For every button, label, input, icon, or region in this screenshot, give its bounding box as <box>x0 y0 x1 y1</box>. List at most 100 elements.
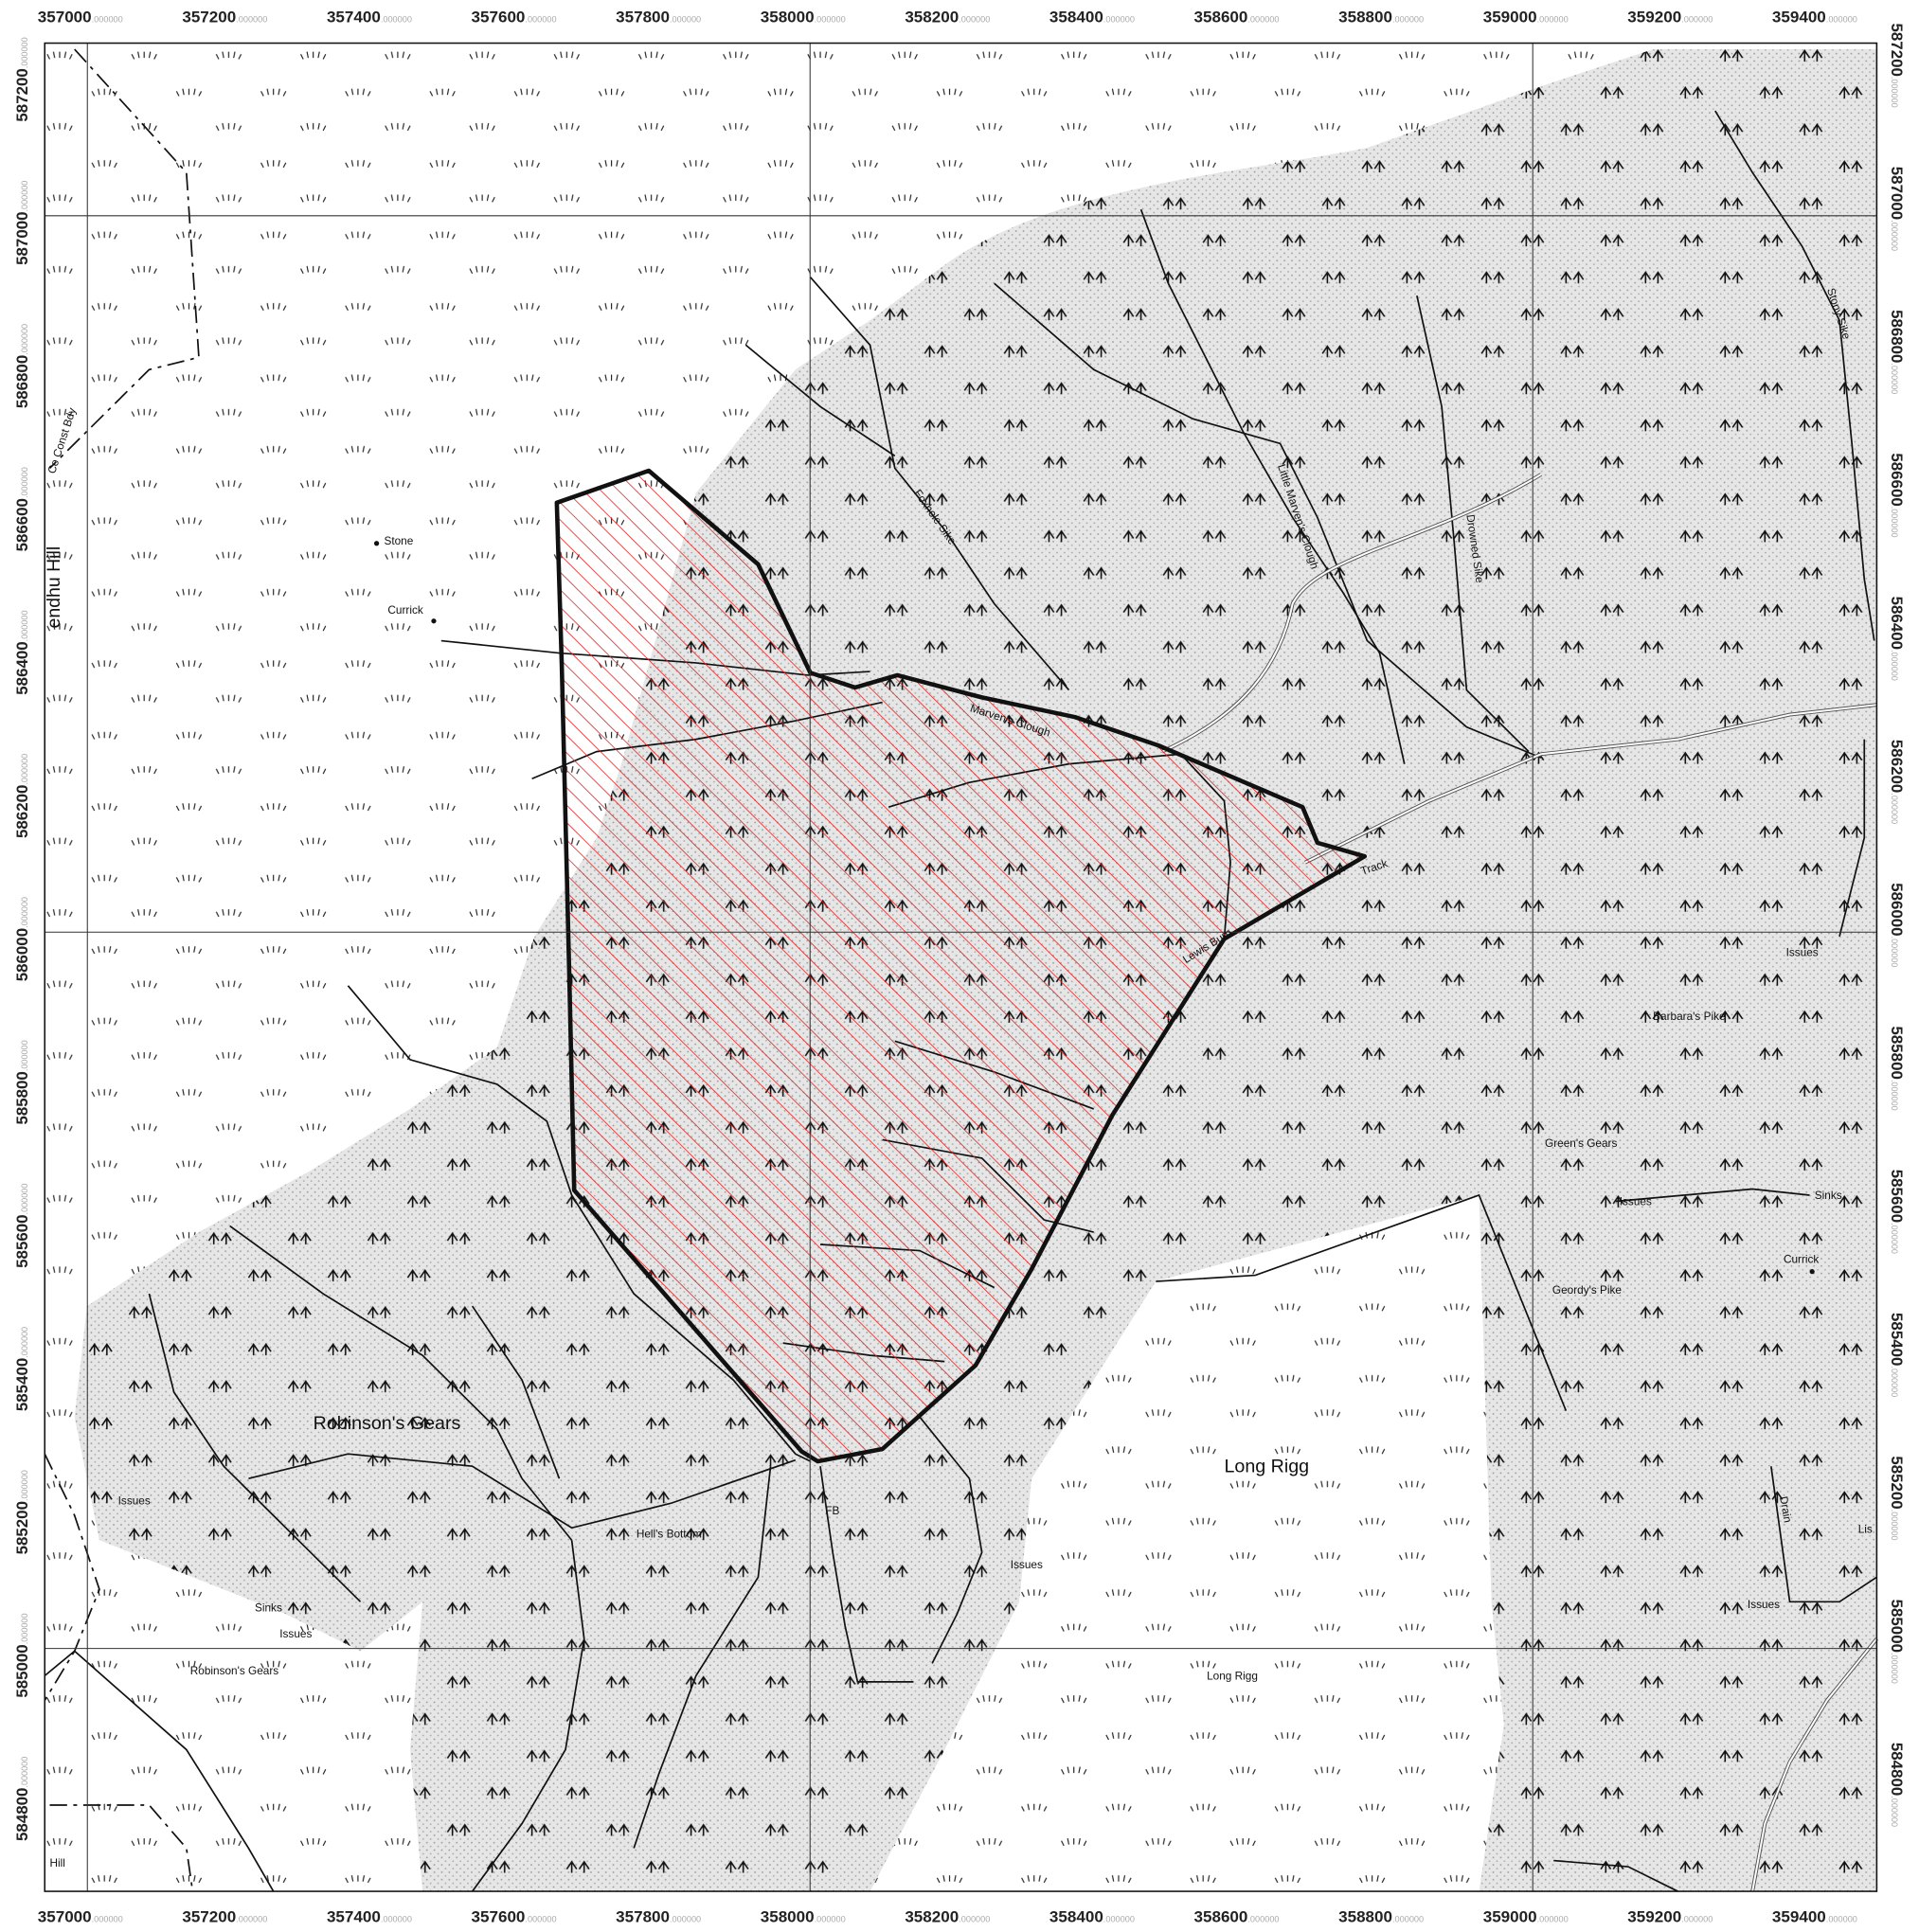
tick-label: 586400.000000 <box>13 610 31 694</box>
tick-suffix: .000000 <box>20 754 29 785</box>
tick-suffix: .000000 <box>1392 1915 1424 1924</box>
tick-value: 359200 <box>1627 8 1681 26</box>
tick-suffix: .000000 <box>1103 14 1135 24</box>
tick-value: 358600 <box>1194 8 1248 26</box>
stream <box>229 1225 573 1541</box>
tick-value: 358400 <box>1049 1908 1103 1926</box>
stream <box>994 282 1542 759</box>
tick-label: 586600.000000 <box>13 467 31 551</box>
tick-label: 587000.000000 <box>1888 167 1906 251</box>
tick-label: 357600.000000 <box>472 8 557 26</box>
tick-suffix: .000000 <box>815 14 846 24</box>
tick-label: 585000.000000 <box>13 1613 31 1697</box>
tick-suffix: .000000 <box>1890 363 1899 394</box>
stream <box>248 1453 797 1530</box>
place-label: Long Rigg <box>1224 1457 1309 1477</box>
tick-suffix: .000000 <box>1247 14 1279 24</box>
tick-value: 585800 <box>13 1071 31 1124</box>
tick-suffix: .000000 <box>236 14 267 24</box>
place-label: Issues <box>1786 947 1819 959</box>
tick-suffix: .000000 <box>20 37 29 68</box>
tick-suffix: .000000 <box>20 897 29 928</box>
place-label: Hell's Bottom <box>637 1529 702 1541</box>
stream <box>744 344 896 457</box>
tick-suffix: .000000 <box>20 1757 29 1788</box>
stream <box>1714 110 1875 641</box>
tick-suffix: .000000 <box>1890 77 1899 108</box>
place-label: Geordy's Pike <box>1552 1284 1623 1297</box>
tick-value: 358600 <box>1194 1908 1248 1926</box>
place-label: Sinks <box>255 1602 282 1615</box>
stream <box>633 1466 772 1849</box>
tick-label: 357600.000000 <box>472 1908 557 1926</box>
stream <box>1139 208 1406 764</box>
tick-label: 358200.000000 <box>905 1908 990 1926</box>
stream-label: Drain <box>1777 1495 1794 1524</box>
tick-suffix: .000000 <box>1826 1915 1857 1924</box>
place-label: Stone <box>384 535 413 547</box>
tick-value: 358800 <box>1338 8 1392 26</box>
stream <box>1416 295 1530 753</box>
tick-label: 358200.000000 <box>905 8 990 26</box>
tick-suffix: .000000 <box>92 14 123 24</box>
tick-suffix: .000000 <box>20 1613 29 1644</box>
tick-label: 359000.000000 <box>1483 8 1569 26</box>
tick-suffix: .000000 <box>1890 937 1899 968</box>
tick-value: 359000 <box>1483 1908 1537 1926</box>
place-label: Long Rigg <box>1207 1670 1258 1682</box>
tick-value: 585400 <box>13 1358 31 1411</box>
tick-value: 358200 <box>905 8 959 26</box>
tick-label: 585800.000000 <box>1888 1026 1906 1110</box>
tick-label: 586000.000000 <box>13 897 31 981</box>
tick-value: 359200 <box>1627 1908 1681 1926</box>
tick-suffix: .000000 <box>670 14 701 24</box>
stream <box>471 1305 561 1479</box>
tick-label: 585800.000000 <box>13 1040 31 1124</box>
place-label: Robinson's Gears <box>190 1665 279 1677</box>
tick-label: 359400.000000 <box>1772 1908 1857 1926</box>
grid <box>45 43 1877 1892</box>
stream <box>471 1540 585 1892</box>
stream <box>919 1416 983 1664</box>
tick-label: 358600.000000 <box>1194 8 1280 26</box>
tick-label: 586800.000000 <box>13 324 31 408</box>
tick-value: 357000 <box>38 1908 92 1926</box>
tick-suffix: .000000 <box>20 610 29 641</box>
tick-value: 586000 <box>1888 883 1906 936</box>
tick-value: 587200 <box>13 68 31 121</box>
tick-value: 357000 <box>38 8 92 26</box>
site-boundary <box>554 468 1368 1464</box>
tick-value: 357200 <box>182 8 236 26</box>
track <box>1304 704 1877 864</box>
tick-label: 584800.000000 <box>13 1757 31 1841</box>
tick-suffix: .000000 <box>20 181 29 212</box>
stream <box>1770 1466 1877 1603</box>
tick-suffix: .000000 <box>92 1915 123 1924</box>
tick-value: 587000 <box>1888 167 1906 220</box>
tick-label: 586800.000000 <box>1888 310 1906 394</box>
place-label: Issues <box>1748 1599 1780 1611</box>
place-label: Currick <box>387 604 422 617</box>
tick-label: 585600.000000 <box>13 1184 31 1268</box>
stream <box>1615 1188 1810 1203</box>
tick-label: 359200.000000 <box>1627 1908 1713 1926</box>
county-boundary <box>49 1804 194 1892</box>
place-label: Issues <box>279 1628 312 1640</box>
tick-suffix: .000000 <box>20 1040 29 1071</box>
tick-label: 357400.000000 <box>327 1908 412 1926</box>
tick-suffix: .000000 <box>1890 1366 1899 1397</box>
place-label: Issues <box>118 1495 151 1508</box>
tick-value: 585400 <box>1888 1313 1906 1366</box>
tick-suffix: .000000 <box>1537 1915 1569 1924</box>
tick-value: 587200 <box>1888 24 1906 77</box>
tick-suffix: .000000 <box>1247 1915 1279 1924</box>
stream <box>347 985 811 1462</box>
tick-value: 585800 <box>1888 1026 1906 1079</box>
tick-label: 587200.000000 <box>13 37 31 121</box>
tick-suffix: .000000 <box>815 1915 846 1924</box>
tick-value: 585000 <box>1888 1600 1906 1653</box>
tick-suffix: .000000 <box>670 1915 701 1924</box>
tick-value: 586800 <box>1888 310 1906 363</box>
tick-label: 358000.000000 <box>761 8 846 26</box>
